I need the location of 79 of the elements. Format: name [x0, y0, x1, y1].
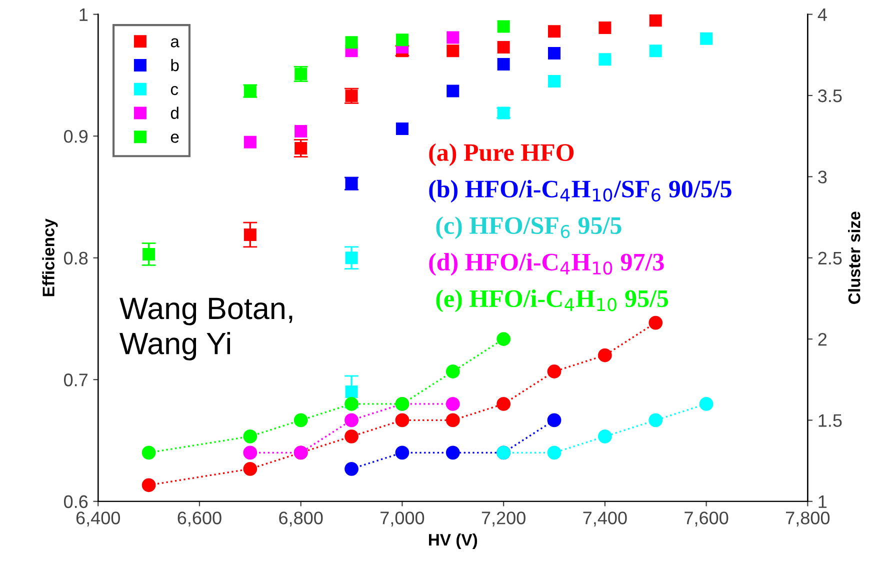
point [243, 462, 258, 476]
point [294, 124, 308, 138]
x-tick-label: 6,400 [76, 512, 120, 526]
point [396, 34, 408, 46]
y2-tick-label: 2.5 [818, 252, 842, 265]
point [344, 413, 358, 428]
point [446, 31, 460, 44]
annotation: (d) HFO/i-C$_{4}$H$_{10}$ 97/3 [429, 252, 664, 276]
x-tick-label: 7,000 [380, 512, 424, 526]
y2-tick-label: 2 [818, 332, 827, 346]
point [548, 25, 561, 38]
point [548, 47, 561, 60]
point [142, 446, 156, 460]
y-tick-label: 1 [80, 8, 88, 21]
x-tick-label: 6,800 [279, 512, 323, 526]
x-tick-label: 6,600 [178, 512, 222, 526]
point [648, 413, 663, 428]
point [648, 316, 663, 330]
x-axis-title: HV (V) [429, 533, 478, 550]
x-tick-label: 7,800 [786, 512, 830, 526]
point [396, 122, 408, 136]
point [496, 397, 511, 411]
point [345, 36, 358, 49]
point [547, 413, 562, 428]
y-tick-label: 0.9 [64, 130, 88, 143]
y2-tick-label: 4 [818, 8, 827, 21]
annotation: (a) Pure HFO [429, 143, 574, 166]
point [344, 397, 358, 411]
legend-label: b [171, 58, 179, 72]
annotation: (b) HFO/i-C$_{4}$H$_{10}$/SF$_{6}$ 90/5/5 [429, 180, 732, 203]
x-tick-label: 7,400 [583, 512, 627, 526]
point [446, 397, 460, 411]
y-axis-title: Efficiency [42, 218, 58, 296]
point [649, 44, 662, 58]
x-tick-label: 7,200 [482, 512, 526, 526]
legend-label: e [170, 134, 179, 143]
y2-axis-title: Cluster size [848, 212, 860, 304]
annotation: (e) HFO/i-C$_{4}$H$_{10}$ 95/5 [436, 290, 668, 312]
legend-label: c [170, 86, 178, 96]
y2-tick-label: 1 [818, 495, 827, 508]
y-tick-label: 0.8 [64, 252, 88, 265]
point [598, 53, 612, 66]
annotation: (c) HFO/SF$_{6}$ 95/5 [436, 216, 622, 240]
point [244, 136, 256, 148]
y2-tick-label: 3 [818, 170, 827, 184]
point [446, 364, 460, 378]
point [395, 413, 410, 428]
annotation: Wang Botan, Wang Yi [120, 298, 292, 360]
legend-label: a [170, 38, 180, 48]
y2-tick-label: 1.5 [818, 414, 842, 427]
y-tick-label: 0.7 [64, 374, 88, 386]
point [446, 446, 460, 460]
point [548, 75, 561, 88]
point [142, 478, 156, 492]
y-tick-label: 0.6 [64, 495, 88, 508]
point [344, 462, 358, 476]
point [598, 21, 612, 34]
point [497, 40, 510, 54]
point [446, 44, 460, 58]
point [243, 446, 258, 460]
point [446, 84, 460, 98]
point [446, 413, 460, 428]
point [700, 32, 713, 45]
point [649, 14, 662, 27]
point [547, 446, 562, 460]
point [547, 364, 562, 378]
point [395, 446, 410, 460]
point [497, 20, 510, 33]
point [598, 429, 612, 444]
point [344, 429, 358, 444]
point [294, 413, 308, 428]
point [496, 332, 511, 346]
legend-label: d [170, 106, 178, 119]
point [243, 429, 258, 444]
point [699, 397, 714, 411]
y2-tick-label: 3.5 [818, 89, 842, 102]
point [598, 348, 612, 362]
x-tick-label: 7,600 [684, 512, 728, 526]
point [497, 58, 510, 70]
